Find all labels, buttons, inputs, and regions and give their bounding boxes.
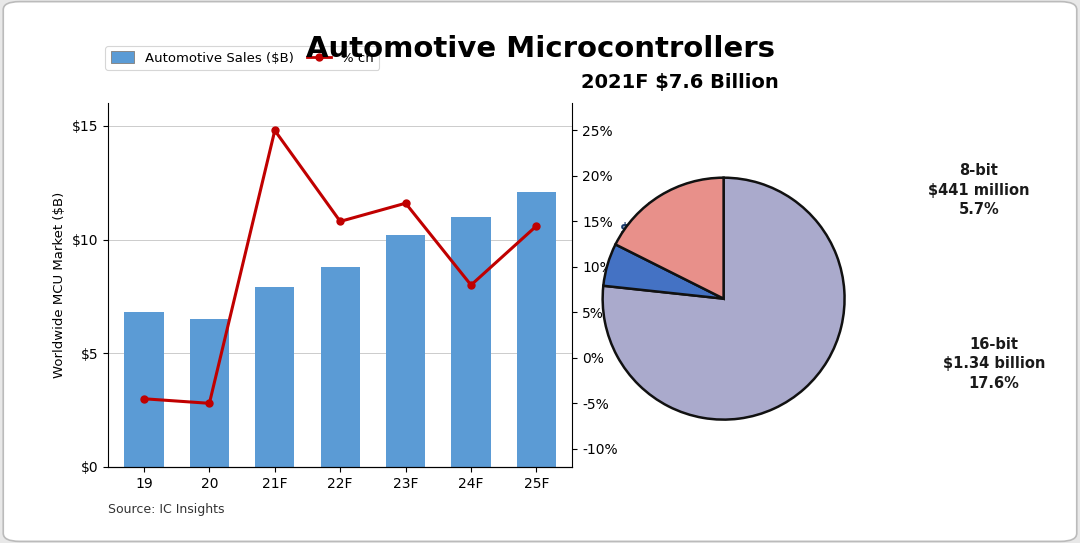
Text: Source: IC Insights: Source: IC Insights xyxy=(108,503,225,516)
Bar xyxy=(517,192,556,467)
Y-axis label: Worldwide MCU Market ($B): Worldwide MCU Market ($B) xyxy=(53,192,66,378)
Bar xyxy=(451,217,490,467)
Wedge shape xyxy=(603,178,845,420)
Legend: Automotive Sales ($B), % ch: Automotive Sales ($B), % ch xyxy=(106,46,379,70)
Bar xyxy=(255,287,295,467)
FancyBboxPatch shape xyxy=(3,2,1077,541)
Bar xyxy=(190,319,229,467)
Wedge shape xyxy=(604,244,724,299)
Bar xyxy=(386,235,426,467)
Wedge shape xyxy=(616,178,724,299)
Bar xyxy=(321,267,360,467)
Bar xyxy=(124,312,163,467)
Text: 2021F $7.6 Billion: 2021F $7.6 Billion xyxy=(581,73,780,92)
Text: 16-bit
$1.34 billion
17.6%: 16-bit $1.34 billion 17.6% xyxy=(943,337,1045,391)
Text: 32-bit
$5.83 billion
76.7%: 32-bit $5.83 billion 76.7% xyxy=(620,202,723,256)
Text: Automotive Microcontrollers: Automotive Microcontrollers xyxy=(306,35,774,63)
Text: 8-bit
$441 million
5.7%: 8-bit $441 million 5.7% xyxy=(928,163,1029,217)
